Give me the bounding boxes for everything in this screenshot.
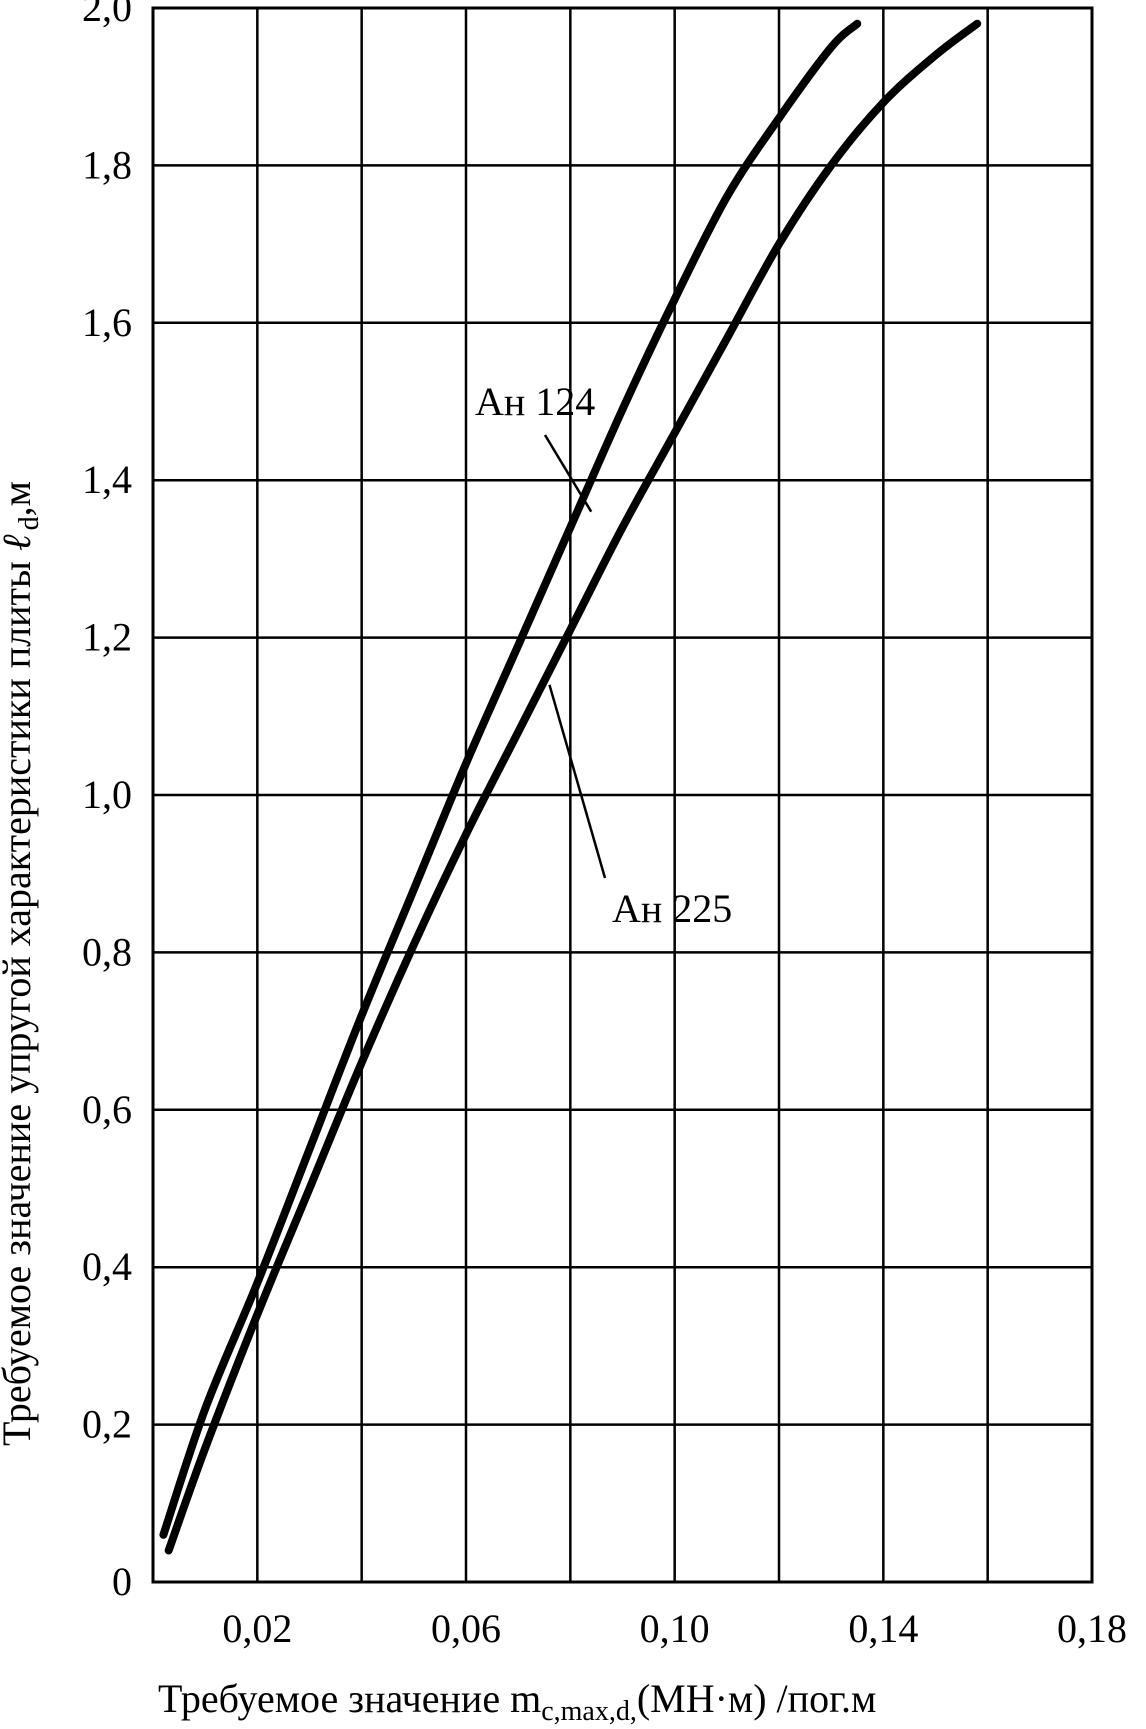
series-line-1 (159, 19, 862, 1539)
y-tick-labels: 0 0,2 0,4 0,6 0,8 1,0 1,2 1,4 1,6 1,8 2,0 (82, 0, 132, 1604)
x-tick-label: 0,10 (640, 1606, 710, 1651)
y-tick-label: 1,6 (82, 300, 132, 345)
y-tick-label: 1,8 (82, 142, 132, 187)
series-line-2 (164, 19, 982, 1555)
y-axis-title: Требуемое значение упругой характеристик… (0, 481, 45, 1446)
x-tick-label: 0,06 (431, 1606, 501, 1651)
y-tick-label: 1,0 (82, 772, 132, 817)
series-labels: Ан 124 Ан 225 (475, 379, 732, 931)
plot-frame (151, 6, 1094, 1584)
y-tick-label: 1,2 (82, 615, 132, 660)
label-leader (548, 684, 607, 879)
y-tick-label: 0,4 (82, 1244, 132, 1289)
x-tick-label: 0,14 (848, 1606, 918, 1651)
y-tick-label: 0,8 (82, 929, 132, 974)
x-tick-labels: 0,02 0,06 0,10 0,14 0,18 (222, 1606, 1127, 1651)
y-tick-label: 2,0 (82, 0, 132, 30)
y-tick-label: 0,2 (82, 1402, 132, 1447)
y-tick-label: 1,4 (82, 457, 132, 502)
x-tick-label: 0,02 (222, 1606, 292, 1651)
y-tick-label: 0,6 (82, 1087, 132, 1132)
x-tick-label: 0,18 (1057, 1606, 1127, 1651)
series-label: Ан 124 (475, 379, 595, 424)
grid (153, 6, 1094, 1584)
series-lines (159, 19, 982, 1555)
x-axis-title: Требуемое значение mc,max,d,(МН·м) /пог.… (158, 1676, 876, 1727)
series-label: Ан 225 (612, 886, 732, 931)
y-tick-label: 0 (112, 1559, 132, 1604)
